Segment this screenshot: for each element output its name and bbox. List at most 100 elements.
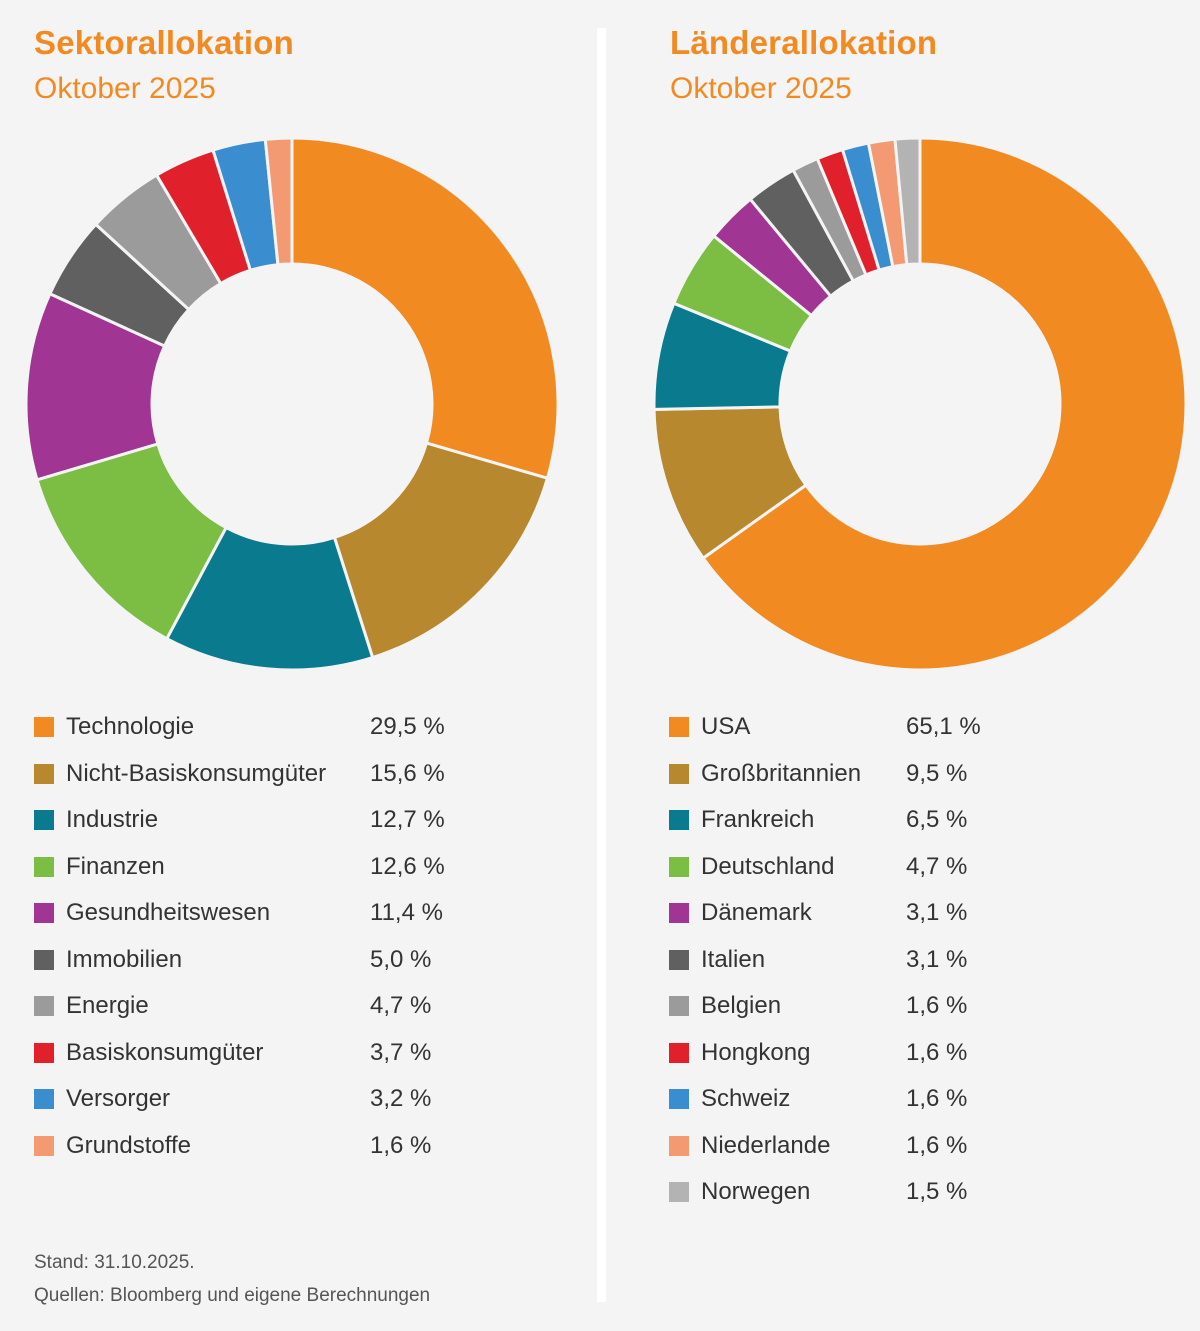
country-legend-label: Niederlande [701, 1131, 831, 1159]
country-legend-label: USA [701, 713, 751, 741]
country-legend-item: Hongkong 1,6 % [669, 1030, 967, 1077]
sector-legend: Technologie 29,5 % Nicht-Basiskonsumgüter 1… [34, 704, 445, 1170]
sector-legend-label: Versorger [66, 1085, 171, 1113]
country-legend-label: Belgien [701, 992, 782, 1020]
country-panel: Länderallokation Oktober 2025 USA 65,1 % G… [600, 0, 1200, 1331]
sector-legend-swatch [34, 1135, 54, 1156]
sector-legend-swatch [34, 810, 54, 831]
sector-legend-item: Versorger 3,2 % [34, 1076, 431, 1123]
sector-legend-swatch [34, 856, 54, 877]
country-legend-item: Schweiz 1,6 % [669, 1076, 967, 1123]
sector-legend-item: Grundstoffe 1,6 % [34, 1123, 431, 1170]
country-legend-item: USA 65,1 % [669, 704, 981, 751]
sector-legend-label: Gesundheitswesen [66, 899, 271, 927]
sector-legend-item: Technologie 29,5 % [34, 704, 445, 751]
sector-legend-label: Nicht-Basiskonsumgüter [66, 759, 327, 787]
country-legend-label: Schweiz [701, 1085, 791, 1113]
country-legend-value: 1,6 % [906, 1085, 968, 1113]
sector-legend-swatch [34, 763, 54, 784]
sector-legend-swatch [34, 949, 54, 970]
sector-legend-item: Finanzen 12,6 % [34, 844, 445, 891]
sector-legend-label: Basiskonsumgüter [66, 1038, 264, 1066]
country-legend-swatch [669, 1042, 689, 1063]
country-legend-swatch [669, 1182, 689, 1203]
country-legend-value: 1,5 % [906, 1178, 968, 1206]
country-legend-swatch [669, 949, 689, 970]
sector-legend-label: Technologie [66, 713, 195, 741]
sector-legend-label: Energie [66, 992, 149, 1020]
country-legend-value: 6,5 % [906, 806, 968, 834]
sector-legend-value: 15,6 % [370, 759, 445, 787]
panel-divider [597, 28, 606, 1302]
sector-legend-value: 3,2 % [370, 1085, 432, 1113]
country-legend-swatch [669, 763, 689, 784]
sector-legend-swatch [34, 996, 54, 1017]
sector-subtitle: Oktober 2025 [34, 72, 216, 105]
sector-legend-item: Gesundheitswesen 11,4 % [34, 890, 443, 937]
country-legend-label: Deutschland [701, 852, 835, 880]
country-legend-value: 4,7 % [906, 852, 968, 880]
sector-legend-label: Industrie [66, 806, 159, 834]
country-legend-value: 9,5 % [906, 759, 968, 787]
country-legend-label: Hongkong [701, 1038, 811, 1066]
sector-legend-value: 11,4 % [370, 899, 443, 927]
country-legend-swatch [669, 996, 689, 1017]
country-legend-item: Italien 3,1 % [669, 937, 967, 984]
sector-legend-value: 29,5 % [370, 713, 445, 741]
sector-legend-item: Basiskonsumgüter 3,7 % [34, 1030, 431, 1077]
sector-legend-label: Immobilien [66, 945, 183, 973]
sector-title: Sektorallokation [34, 24, 294, 61]
country-subtitle: Oktober 2025 [670, 72, 852, 105]
country-legend-value: 3,1 % [906, 945, 968, 973]
sector-slice-nicht-basiskonsumgueter [332, 441, 550, 660]
country-legend-swatch [669, 856, 689, 877]
footnote-sources: Quellen: Bloomberg und eigene Berechnung… [34, 1285, 431, 1306]
country-legend-value: 1,6 % [906, 1038, 968, 1066]
sector-legend-item: Nicht-Basiskonsumgüter 15,6 % [34, 751, 445, 798]
sector-slice-technologie [290, 136, 560, 481]
country-legend-item: Norwegen 1,5 % [669, 1169, 967, 1216]
sector-legend-value: 4,7 % [370, 992, 432, 1020]
sector-legend-value: 5,0 % [370, 945, 432, 973]
sector-legend-label: Grundstoffe [66, 1131, 191, 1159]
sector-legend-swatch [34, 1089, 54, 1110]
sector-legend-swatch [34, 717, 54, 738]
country-legend-value: 3,1 % [906, 899, 968, 927]
country-legend-item: Dänemark 3,1 % [669, 890, 967, 937]
country-legend-label: Frankreich [701, 806, 815, 834]
sector-legend-value: 1,6 % [370, 1131, 432, 1159]
country-legend-item: Niederlande 1,6 % [669, 1123, 967, 1170]
country-legend-swatch [669, 810, 689, 831]
sector-legend-item: Immobilien 5,0 % [34, 937, 431, 984]
country-slice-norwegen [893, 136, 922, 267]
country-legend: USA 65,1 % Großbritannien 9,5 % Frankreich 6,… [669, 704, 981, 1216]
country-slice-usa [701, 136, 1188, 672]
sector-slice-grundstoffe [263, 136, 294, 267]
sector-donut-chart [24, 136, 560, 672]
country-legend-swatch [669, 903, 689, 924]
sector-legend-value: 12,6 % [370, 852, 445, 880]
sector-legend-label: Finanzen [66, 852, 165, 880]
country-legend-swatch [669, 1089, 689, 1110]
sector-legend-item: Energie 4,7 % [34, 983, 431, 1030]
country-title: Länderallokation [670, 24, 938, 61]
sector-legend-item: Industrie 12,7 % [34, 797, 445, 844]
footnote-date: Stand: 31.10.2025. [34, 1252, 195, 1273]
sector-legend-value: 3,7 % [370, 1038, 432, 1066]
sector-legend-swatch [34, 1042, 54, 1063]
country-legend-label: Dänemark [701, 899, 812, 927]
country-legend-swatch [669, 717, 689, 738]
country-legend-item: Deutschland 4,7 % [669, 844, 967, 891]
country-donut-chart [652, 136, 1188, 672]
country-legend-item: Frankreich 6,5 % [669, 797, 967, 844]
country-legend-label: Norwegen [701, 1178, 811, 1206]
sector-legend-swatch [34, 903, 54, 924]
country-legend-swatch [669, 1135, 689, 1156]
country-legend-value: 65,1 % [906, 713, 981, 741]
country-legend-label: Großbritannien [701, 759, 862, 787]
country-legend-label: Italien [701, 945, 766, 973]
country-legend-value: 1,6 % [906, 992, 968, 1020]
country-legend-item: Großbritannien 9,5 % [669, 751, 967, 798]
sector-legend-value: 12,7 % [370, 806, 445, 834]
country-legend-item: Belgien 1,6 % [669, 983, 967, 1030]
